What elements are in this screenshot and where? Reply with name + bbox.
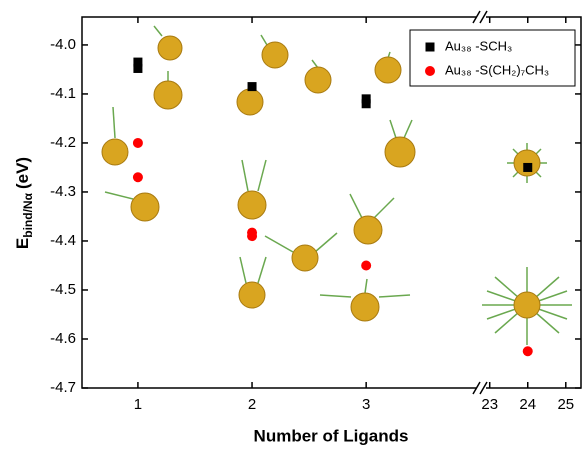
x-tick-label: 3	[362, 396, 370, 413]
legend-marker	[425, 66, 435, 76]
data-point	[247, 231, 258, 242]
legend-label: Au₃₈ -S(CH₂)₇CH₃	[445, 62, 549, 77]
y-tick-label: -4.7	[50, 379, 76, 396]
legend-marker	[425, 42, 435, 52]
y-tick-label: -4.5	[50, 281, 76, 298]
cluster-illustrations	[101, 25, 572, 345]
y-axis-title-unit: (eV)	[13, 157, 32, 189]
y-tick-label: -4.4	[50, 232, 76, 249]
data-point	[133, 57, 143, 67]
y-tick-label: -4.6	[50, 330, 76, 347]
data-point	[132, 137, 143, 148]
legend	[409, 29, 576, 87]
y-axis-title-sub: bind/Nα	[21, 192, 35, 237]
data-point	[361, 260, 372, 271]
y-axis-title-main: E	[13, 238, 32, 249]
axis-break	[472, 10, 488, 395]
data-point	[361, 94, 371, 104]
data-point	[523, 162, 533, 172]
data-point	[132, 172, 143, 183]
data-point	[522, 346, 533, 357]
y-tick-label: -4.3	[50, 183, 76, 200]
x-tick-label: 25	[557, 396, 574, 413]
y-tick-label: -4.0	[50, 36, 76, 53]
x-axis-title: Number of Ligands	[254, 426, 409, 445]
x-tick-label: 23	[481, 396, 498, 413]
y-tick-label: -4.2	[50, 134, 76, 151]
plot-frame	[81, 16, 582, 389]
legend-label: Au₃₈ -SCH₃	[445, 38, 512, 53]
y-tick-label: -4.1	[50, 85, 76, 102]
x-tick-label: 1	[134, 396, 142, 413]
y-axis-title: Ebind/Nα (eV)	[13, 157, 35, 249]
x-tick-label: 2	[248, 396, 256, 413]
data-point	[247, 82, 257, 92]
data-point	[361, 99, 371, 109]
x-tick-label: 24	[519, 396, 536, 413]
data-point	[133, 63, 143, 73]
